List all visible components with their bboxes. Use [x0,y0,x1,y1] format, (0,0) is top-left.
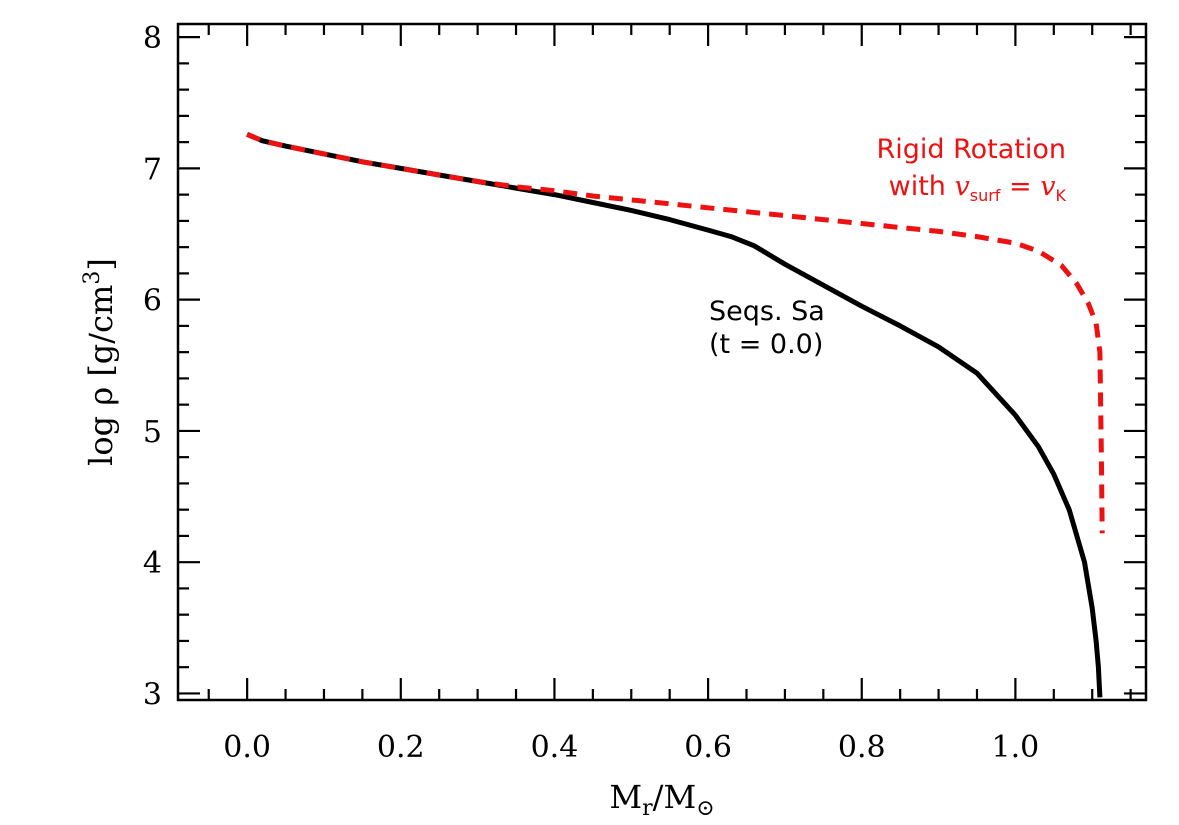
y-tick-labels: 3 4 5 6 7 8 [143,21,162,712]
annotation-seqs-sa-line2: (t = 0.0) [709,329,823,360]
annotation-with: with [889,171,955,202]
x-axis-title-slash: / [653,778,664,816]
y-tick-label: 8 [143,21,162,56]
x-axis-title-sub: r [642,796,653,821]
y-axis-title-prefix: log ρ [g/cm [82,285,120,466]
y-axis-title-sup: 3 [80,271,105,285]
x-tick-label: 1.0 [992,730,1040,765]
y-tick-label: 3 [143,677,162,712]
annotation-sub2: K [1056,186,1067,205]
x-axis-title-base2: M [663,778,696,816]
y-tick-label: 5 [143,415,162,450]
annotation-rigid-rotation-line2: with vsurf = vK [889,171,1067,205]
annotation-sub1: surf [970,186,1001,205]
x-tick-labels: 0.0 0.2 0.4 0.6 0.8 1.0 [223,730,1039,765]
series-layer [246,131,1105,698]
annotation-rigid-rotation: Rigid Rotation [876,134,1066,165]
x-tick-label: 0.6 [684,730,732,765]
x-tick-label: 0.0 [223,730,271,765]
annotation-seqs-sa-line1: Seqs. Sa [709,296,825,327]
x-tick-label: 0.4 [531,730,579,765]
x-axis-title-sub2: ⊙ [696,796,714,821]
plot-frame [176,22,1148,702]
y-axis-title-suffix: ] [82,258,120,270]
axis-ticks [178,24,1146,700]
series-line-rigid-rotation [246,131,1105,534]
annotation-var1: v [954,171,969,202]
x-axis-title-base: M [609,778,642,816]
x-tick-label: 0.2 [377,730,425,765]
annotation-var2: v [1040,171,1055,202]
y-tick-label: 6 [143,284,162,319]
x-tick-label: 0.8 [838,730,886,765]
y-tick-label: 7 [143,152,162,187]
y-axis-title: log ρ [g/cm3] [80,258,120,466]
annotation-seqs-sa: Seqs. Sa (t = 0.0) [709,296,833,360]
series-line-seqs-sa [246,131,1103,698]
annotation-eq: = [1000,171,1040,202]
y-tick-label: 4 [143,546,162,581]
x-axis-title: Mr/M⊙ [609,778,714,821]
annotation-rigid-rotation-line1: Rigid Rotation [876,134,1066,165]
